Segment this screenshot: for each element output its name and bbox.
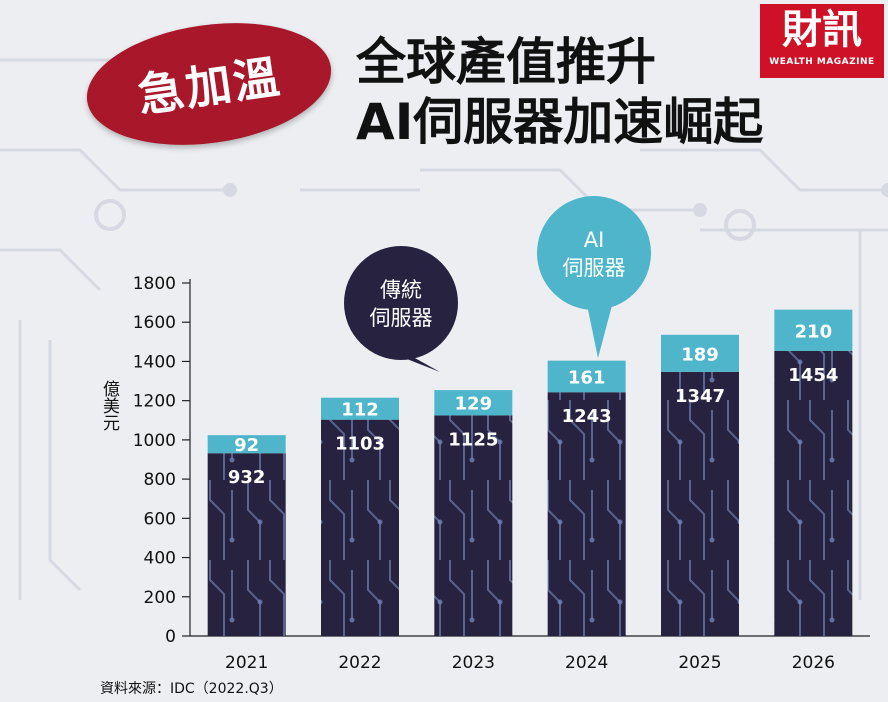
bar-traditional-server xyxy=(547,392,626,636)
data-label-ai-server: 161 xyxy=(568,367,606,388)
y-tick-label: 1200 xyxy=(133,392,176,412)
bar-traditional-server xyxy=(661,371,739,636)
callout-traditional-server-circle xyxy=(344,246,458,360)
bar-traditional-server xyxy=(321,419,399,636)
page-title-line-1: 全球產值推升 xyxy=(356,33,656,91)
data-label-traditional-server: 1103 xyxy=(335,434,385,455)
callout-ai-server: AI 伺服器 xyxy=(537,196,651,358)
bar-ai-server xyxy=(434,390,513,416)
x-tick-label: 2025 xyxy=(678,653,721,673)
data-label-ai-server: 189 xyxy=(681,344,719,365)
bar-traditional-server xyxy=(207,453,286,636)
data-label-traditional-server: 1347 xyxy=(675,386,725,407)
callout-ai-server-text: 伺服器 xyxy=(563,256,626,280)
y-tick-label: 1000 xyxy=(133,431,176,451)
data-label-traditional-server: 932 xyxy=(228,467,266,488)
x-tick-label: 2022 xyxy=(338,653,381,673)
bar-ai-server xyxy=(774,309,853,351)
y-tick-label: 1400 xyxy=(133,352,176,372)
bar-ai-server xyxy=(661,334,739,372)
logo-main-text: 財訊 xyxy=(782,6,862,53)
source-note: 資料來源：IDC（2022.Q3） xyxy=(100,681,283,697)
y-tick-label: 800 xyxy=(144,470,176,490)
callout-ai-server-text: AI xyxy=(584,228,605,252)
callout-ai-server-tail xyxy=(586,298,614,358)
callout-ai-server-circle xyxy=(537,196,651,310)
data-label-traditional-server: 1454 xyxy=(788,365,838,386)
x-tick-label: 2024 xyxy=(565,653,608,673)
y-tick-label: 1600 xyxy=(133,313,176,333)
data-label-ai-server: 129 xyxy=(455,394,493,415)
data-label-traditional-server: 1243 xyxy=(562,406,612,427)
page-title-line-2: AI伺服器加速崛起 xyxy=(356,93,764,151)
callout-traditional-server-text: 伺服器 xyxy=(370,306,433,330)
bar-ai-server xyxy=(321,397,399,420)
bar-traditional-server xyxy=(774,350,853,636)
data-label-ai-server: 92 xyxy=(234,435,259,456)
bar-ai-server xyxy=(207,435,286,454)
logo-sub-text: WEALTH MAGAZINE xyxy=(769,57,875,67)
bar-ai-server xyxy=(547,360,626,393)
y-tick-label: 1800 xyxy=(133,274,176,294)
y-tick-label: 200 xyxy=(144,588,176,608)
y-axis-label: 億美元 xyxy=(99,380,119,431)
y-tick-label: 400 xyxy=(144,549,176,569)
data-label-ai-server: 112 xyxy=(341,400,379,421)
y-tick-label: 0 xyxy=(165,627,176,647)
data-label-ai-server: 210 xyxy=(795,321,833,342)
y-tick-label: 600 xyxy=(144,509,176,529)
wealth-magazine-logo: 財訊 WEALTH MAGAZINE xyxy=(760,4,884,78)
bar-traditional-server xyxy=(434,415,513,636)
x-tick-label: 2026 xyxy=(792,653,835,673)
x-tick-label: 2023 xyxy=(452,653,495,673)
callout-traditional-server-text: 傳統 xyxy=(380,278,422,302)
data-label-traditional-server: 1125 xyxy=(448,429,498,450)
x-tick-label: 2021 xyxy=(225,653,268,673)
